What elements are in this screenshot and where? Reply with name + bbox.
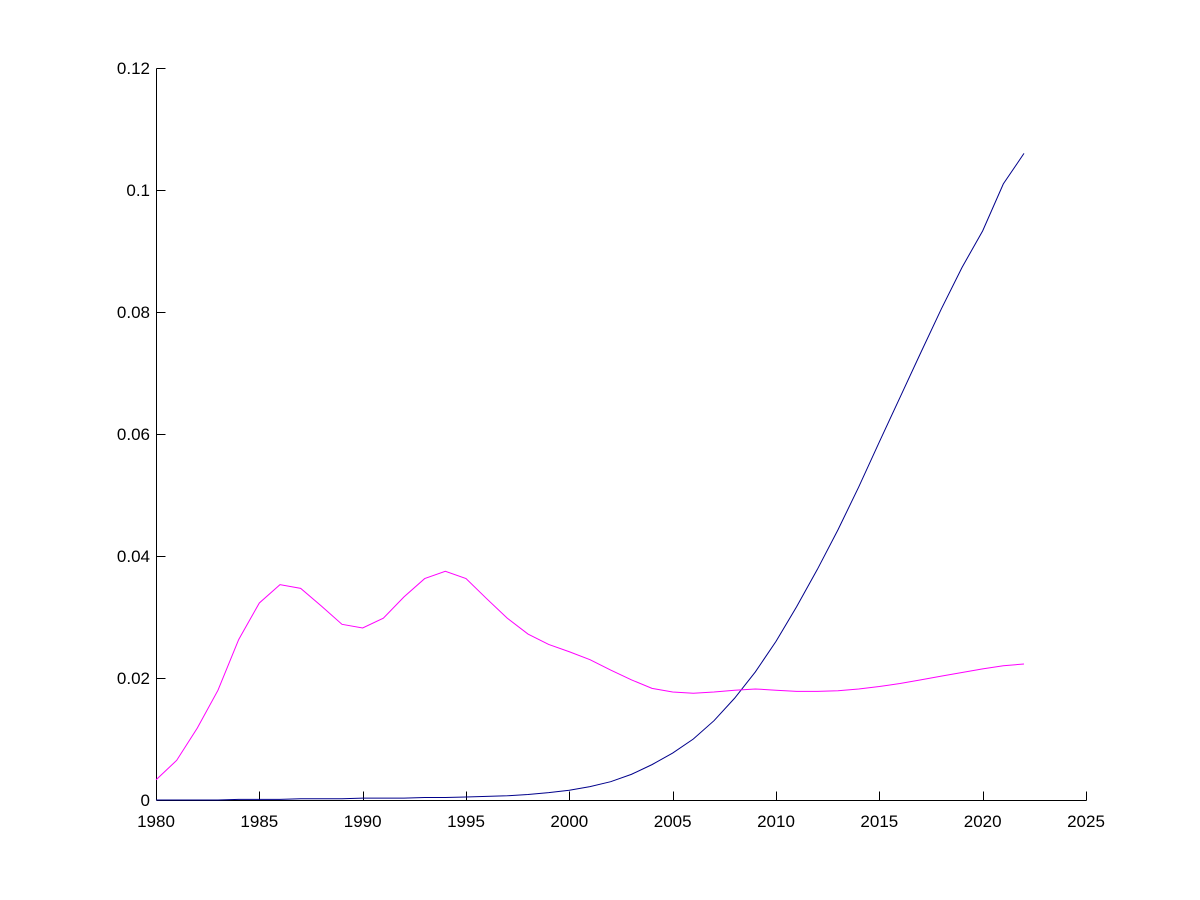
- y-tick-label: 0.02: [117, 669, 150, 688]
- plot-area: [155, 153, 1025, 801]
- x-tick-label: 2000: [550, 812, 588, 831]
- axes: [156, 68, 1087, 801]
- x-axis-ticks: 1980 1985 1990 1995 2000 2005 2010 2015 2020 2025: [137, 791, 1105, 831]
- x-tick-label: 1995: [447, 812, 485, 831]
- series-line-1: [156, 153, 1025, 801]
- x-tick-label: 2010: [757, 812, 795, 831]
- x-tick-label: 2015: [860, 812, 898, 831]
- x-tick-label: 1985: [240, 812, 278, 831]
- y-tick-label: 0.06: [117, 425, 150, 444]
- y-axis-ticks: 0 0.02 0.04 0.06 0.08 0.1 0.12: [117, 59, 166, 810]
- x-tick-label: 2025: [1067, 812, 1105, 831]
- x-tick-label: 1990: [344, 812, 382, 831]
- x-tick-label: 2020: [964, 812, 1002, 831]
- y-tick-label: 0.1: [126, 181, 150, 200]
- y-tick-label: 0: [141, 791, 150, 810]
- series-line-2: [155, 570, 1025, 781]
- y-tick-label: 0.08: [117, 303, 150, 322]
- y-tick-label: 0.12: [117, 59, 150, 78]
- x-tick-label: 2005: [654, 812, 692, 831]
- x-tick-label: 1980: [137, 812, 175, 831]
- y-tick-label: 0.04: [117, 547, 150, 566]
